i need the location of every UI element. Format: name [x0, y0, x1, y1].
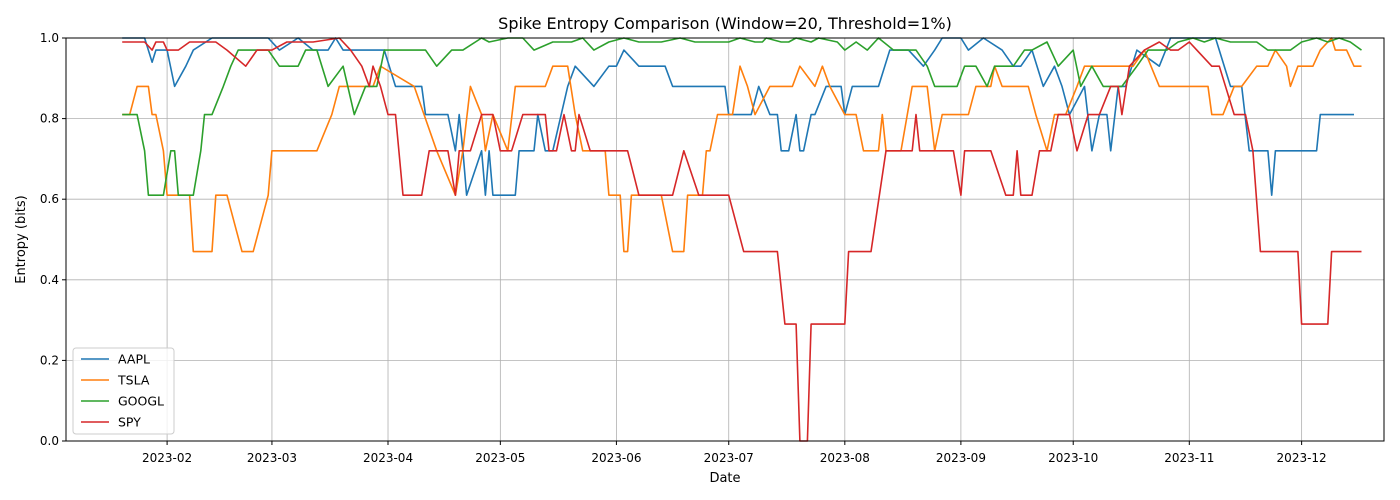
x-tick-label: 2023-03: [247, 451, 297, 465]
grid-lines: [66, 37, 1384, 442]
x-tick-label: 2023-05: [475, 451, 525, 465]
x-tick-label: 2023-08: [820, 451, 870, 465]
y-tick-label: 0.8: [40, 112, 59, 126]
series-line-googl: [122, 37, 1362, 196]
axis-ticks: 2023-02 2023-03 2023-04 2023-05 2023-06 2023-…: [40, 31, 1327, 465]
series-line-tsla: [122, 37, 1362, 253]
x-tick-label: 2023-11: [1164, 451, 1214, 465]
data-series: [122, 37, 1362, 442]
legend-label-spy: SPY: [118, 415, 141, 430]
x-tick-label: 2023-02: [142, 451, 192, 465]
series-line-aapl: [122, 37, 1354, 196]
y-tick-label: 0.0: [40, 434, 59, 448]
x-tick-label: 2023-10: [1048, 451, 1098, 465]
x-tick-label: 2023-09: [936, 451, 986, 465]
plot-frame: [65, 37, 1385, 442]
legend-label-googl: GOOGL: [118, 394, 164, 409]
x-tick-label: 2023-07: [704, 451, 754, 465]
y-tick-label: 0.4: [40, 273, 59, 287]
x-tick-label: 2023-12: [1277, 451, 1327, 465]
legend-box: [72, 347, 175, 435]
legend-label-aapl: AAPL: [118, 352, 150, 367]
x-tick-label: 2023-06: [591, 451, 641, 465]
y-tick-label: 0.6: [40, 192, 59, 206]
y-tick-label: 1.0: [40, 31, 59, 45]
series-line-spy: [122, 37, 1362, 442]
y-axis-label: Entropy (bits): [14, 195, 29, 284]
x-tick-label: 2023-04: [363, 451, 413, 465]
legend-label-tsla: TSLA: [117, 373, 150, 388]
legend: AAPL TSLA GOOGL SPY: [72, 347, 175, 435]
x-axis-label: Date: [709, 471, 740, 486]
chart-title: Spike Entropy Comparison (Window=20, Thr…: [498, 14, 952, 33]
y-tick-label: 0.2: [40, 353, 59, 367]
